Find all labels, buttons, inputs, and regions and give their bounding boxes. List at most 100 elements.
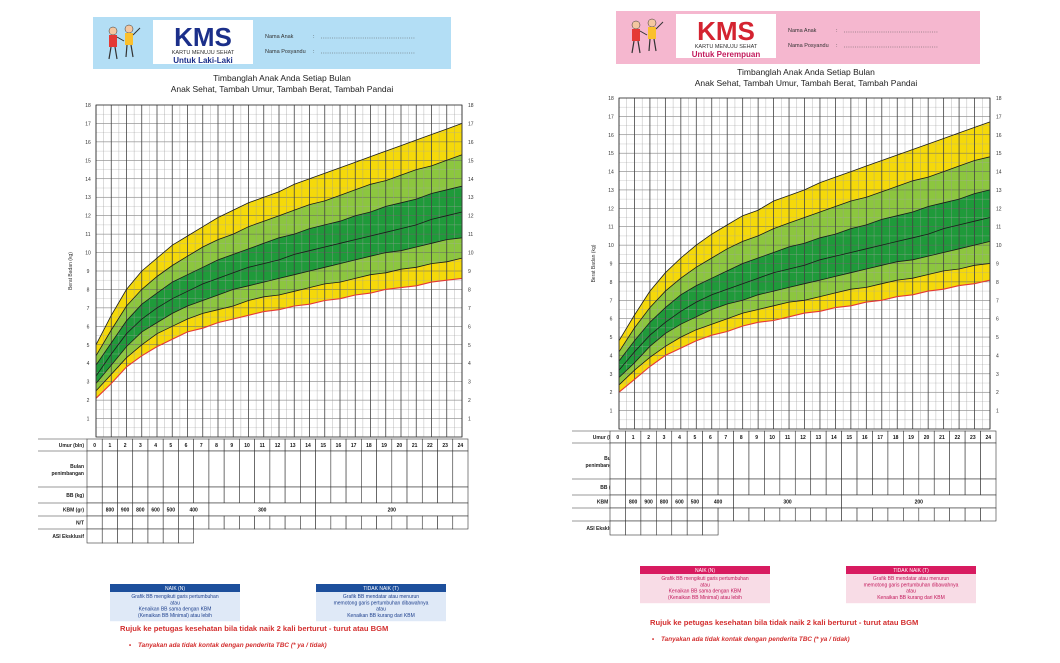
table-cell <box>949 442 966 480</box>
kbm-value-4: 500 <box>167 508 176 514</box>
legend-naik-title: NAIK (N) <box>695 568 715 574</box>
row-label-bulan: Bulan <box>70 464 84 470</box>
y-tick-right-7: 7 <box>996 298 999 304</box>
nt-cell <box>361 515 377 530</box>
legend-tidak-naik-title: TIDAK NAIK (T) <box>893 568 929 574</box>
month-number-0: 0 <box>616 435 619 441</box>
nt-cell <box>841 507 858 522</box>
kms-logo-subtitle: KARTU MENUJU SEHAT <box>172 50 235 56</box>
y-tick-left-18: 18 <box>85 103 91 109</box>
month-number-20: 20 <box>924 435 930 441</box>
growth-curve-5 <box>618 156 991 353</box>
table-cell <box>841 442 858 480</box>
month-number-24: 24 <box>985 435 991 441</box>
row-label-4: N/T <box>76 521 84 527</box>
y-tick-right-8: 8 <box>468 287 471 293</box>
month-number-12: 12 <box>800 435 806 441</box>
table-cell <box>269 450 286 488</box>
kbm-value-2: 800 <box>660 500 669 506</box>
nt-cell <box>147 515 164 530</box>
month-number-8: 8 <box>740 435 743 441</box>
y-tick-left-10: 10 <box>85 251 91 257</box>
y-tick-left-1: 1 <box>610 409 613 415</box>
month-number-9: 9 <box>755 435 758 441</box>
y-tick-left-16: 16 <box>85 140 91 146</box>
month-number-1: 1 <box>108 443 111 449</box>
month-number-0: 0 <box>93 443 96 449</box>
asi-cell <box>640 520 657 536</box>
y-tick-right-11: 11 <box>996 225 1001 231</box>
y-tick-right-9: 9 <box>996 262 999 268</box>
month-number-4: 4 <box>154 443 157 449</box>
growth-curve-3 <box>618 217 991 371</box>
table-cell <box>300 450 316 488</box>
month-number-3: 3 <box>139 443 142 449</box>
y-tick-left-3: 3 <box>610 372 613 378</box>
asi-cell <box>609 520 626 536</box>
nt-cell <box>872 507 889 522</box>
table-cell <box>269 486 286 504</box>
nt-cell <box>132 515 149 530</box>
kbm-value-0: 800 <box>106 508 115 514</box>
table-cell <box>147 450 164 488</box>
month-number-11: 11 <box>260 443 266 449</box>
referral-note: Rujuk ke petugas kesehatan bila tidak na… <box>120 624 388 633</box>
chart-subtitle: Anak Sehat, Tambah Umur, Tambah Berat, T… <box>171 84 394 94</box>
legend-naik-line-2: Kenaikan BB sama dengan KBM <box>669 589 742 595</box>
nt-cell <box>625 507 642 522</box>
month-number-23: 23 <box>970 435 976 441</box>
table-cell <box>671 478 688 496</box>
legend-naik-line-1: atau <box>170 600 180 606</box>
month-number-13: 13 <box>290 443 296 449</box>
y-tick-left-15: 15 <box>85 158 91 164</box>
table-cell <box>702 442 719 480</box>
legend-naik-header <box>110 584 240 592</box>
kms-logo: KMS <box>697 16 755 46</box>
tbc-question: Tanyakan ada tidak kontak dengan penderi… <box>661 636 850 643</box>
month-number-14: 14 <box>305 443 311 449</box>
y-tick-right-13: 13 <box>996 188 1002 194</box>
table-cell <box>980 478 997 496</box>
month-number-19: 19 <box>908 435 914 441</box>
asi-cell <box>147 528 164 544</box>
asi-cell <box>656 520 673 536</box>
table-cell <box>810 478 827 496</box>
y-tick-right-15: 15 <box>468 158 474 164</box>
kbm-value-3: 600 <box>151 508 160 514</box>
y-tick-right-12: 12 <box>468 214 474 220</box>
y-tick-right-15: 15 <box>996 151 1002 157</box>
nt-cell <box>856 507 873 522</box>
month-number-24: 24 <box>458 443 464 449</box>
asi-cell <box>86 528 103 544</box>
chart-subtitle: Anak Sehat, Tambah Umur, Tambah Berat, T… <box>695 78 918 88</box>
y-tick-left-8: 8 <box>87 287 90 293</box>
month-number-15: 15 <box>320 443 326 449</box>
month-0-cell <box>609 478 626 496</box>
row-label-penimbangan: penimbangan <box>585 463 618 469</box>
nt-cell <box>810 507 827 522</box>
nt-cell <box>887 507 904 522</box>
legend-tidak-naik-header <box>316 584 446 592</box>
month-number-7: 7 <box>200 443 203 449</box>
chart-frame <box>95 104 463 438</box>
table-cell <box>856 478 873 496</box>
table-cell <box>733 442 750 480</box>
table-cell <box>239 450 255 488</box>
table-cell <box>101 486 118 504</box>
table-cell <box>825 442 842 480</box>
table-cell <box>872 442 889 480</box>
header-subtitle: Untuk Perempuan <box>692 50 761 59</box>
growth-curve-6 <box>95 123 463 345</box>
month-number-12: 12 <box>275 443 281 449</box>
kbm-value-5: 400 <box>714 500 723 506</box>
table-cell <box>361 450 377 488</box>
month-number-14: 14 <box>831 435 837 441</box>
row-label-2: BB (kg) <box>600 485 618 491</box>
table-cell <box>856 442 873 480</box>
y-tick-left-3: 3 <box>87 380 90 386</box>
y-tick-left-17: 17 <box>608 114 614 120</box>
